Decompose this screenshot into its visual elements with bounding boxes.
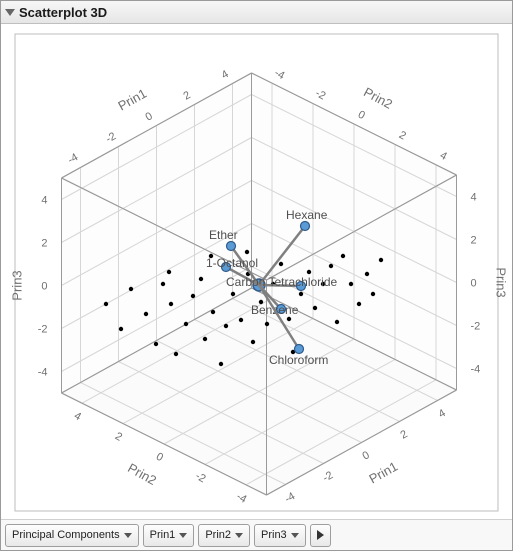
play-icon <box>317 530 324 540</box>
scatterplot3d-window: Scatterplot 3D -4-4-4-4-4-4-2-2-2-2-2-20… <box>0 0 513 551</box>
svg-text:-4: -4 <box>38 367 48 379</box>
caret-down-icon <box>179 533 187 538</box>
caret-down-icon <box>235 533 243 538</box>
bottom-toolbar: Principal Components Prin1 Prin2 Prin3 <box>1 519 512 550</box>
axis1-dropdown-label: Prin1 <box>150 529 176 541</box>
svg-text:-4: -4 <box>471 364 481 376</box>
svg-text:4: 4 <box>41 195 47 207</box>
axis1-dropdown[interactable]: Prin1 <box>143 524 195 547</box>
titlebar[interactable]: Scatterplot 3D <box>1 1 512 24</box>
mode-dropdown[interactable]: Principal Components <box>5 524 139 547</box>
svg-text:2: 2 <box>471 235 477 247</box>
svg-text:Carbon Tetrachloride: Carbon Tetrachloride <box>226 275 338 289</box>
svg-text:Prin3: Prin3 <box>10 270 25 300</box>
svg-text:-2: -2 <box>471 321 481 333</box>
svg-text:-2: -2 <box>38 324 48 336</box>
plot-area[interactable]: -4-4-4-4-4-4-2-2-2-2-2-20000002222224444… <box>1 24 512 519</box>
collapse-triangle-icon[interactable] <box>5 9 15 16</box>
svg-text:Chloroform: Chloroform <box>269 353 328 367</box>
axis2-dropdown[interactable]: Prin2 <box>198 524 250 547</box>
svg-text:0: 0 <box>471 278 477 290</box>
caret-down-icon <box>124 533 132 538</box>
svg-text:4: 4 <box>471 192 477 204</box>
svg-text:1-Octanol: 1-Octanol <box>206 256 258 270</box>
svg-text:0: 0 <box>41 281 47 293</box>
svg-text:Hexane: Hexane <box>286 208 328 222</box>
svg-text:Ether: Ether <box>209 228 238 242</box>
axis3-dropdown-label: Prin3 <box>261 529 287 541</box>
window-title: Scatterplot 3D <box>19 5 107 20</box>
svg-text:2: 2 <box>41 238 47 250</box>
mode-dropdown-label: Principal Components <box>12 529 120 541</box>
scatter3d-svg: -4-4-4-4-4-4-2-2-2-2-2-20000002222224444… <box>1 24 512 521</box>
axis2-dropdown-label: Prin2 <box>205 529 231 541</box>
caret-down-icon <box>291 533 299 538</box>
rotate-play-button[interactable] <box>310 524 331 547</box>
svg-text:Prin3: Prin3 <box>494 267 509 297</box>
axis3-dropdown[interactable]: Prin3 <box>254 524 306 547</box>
